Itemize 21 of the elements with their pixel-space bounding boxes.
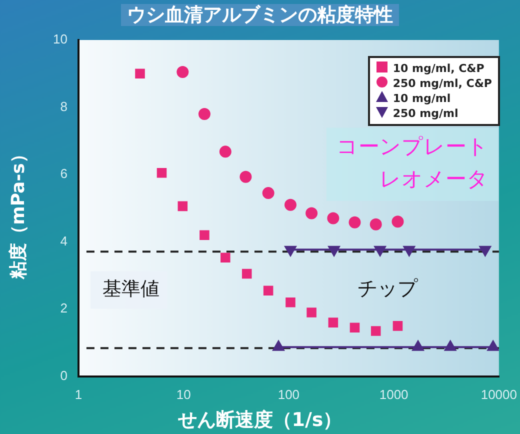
annotation: 基準値 bbox=[102, 278, 160, 300]
x-axis-title: せん断速度（1/s） bbox=[176, 408, 344, 433]
y-tick-label: 4 bbox=[60, 233, 68, 248]
legend-label: 10 mg/ml, C&P bbox=[392, 62, 484, 75]
y-tick-label: 2 bbox=[60, 300, 68, 316]
y-tick-label: 10 bbox=[52, 32, 68, 47]
x-tick-label: 1000 bbox=[379, 386, 408, 402]
x-tick-label: 100 bbox=[278, 386, 300, 402]
y-tick-label: 6 bbox=[60, 166, 68, 182]
legend-label: 10 mg/ml bbox=[392, 92, 451, 105]
x-tick-label: 10000 bbox=[480, 386, 518, 402]
y-axis-title: 粘度（mPa-s） bbox=[7, 144, 30, 282]
legend-label: 250 mg/ml, C&P bbox=[392, 77, 492, 90]
chart-title: ウシ血清アルブミンの粘度特性 bbox=[121, 4, 399, 26]
annotation: チップ bbox=[357, 276, 418, 300]
y-tick-label: 0 bbox=[60, 368, 68, 383]
annotation: コーンプレートレオメータ bbox=[336, 134, 488, 192]
x-tick-label: 10 bbox=[176, 386, 191, 402]
y-tick-label: 8 bbox=[60, 98, 68, 114]
x-tick-label: 1 bbox=[74, 386, 82, 402]
legend-label: 250 mg/ml bbox=[392, 107, 458, 120]
